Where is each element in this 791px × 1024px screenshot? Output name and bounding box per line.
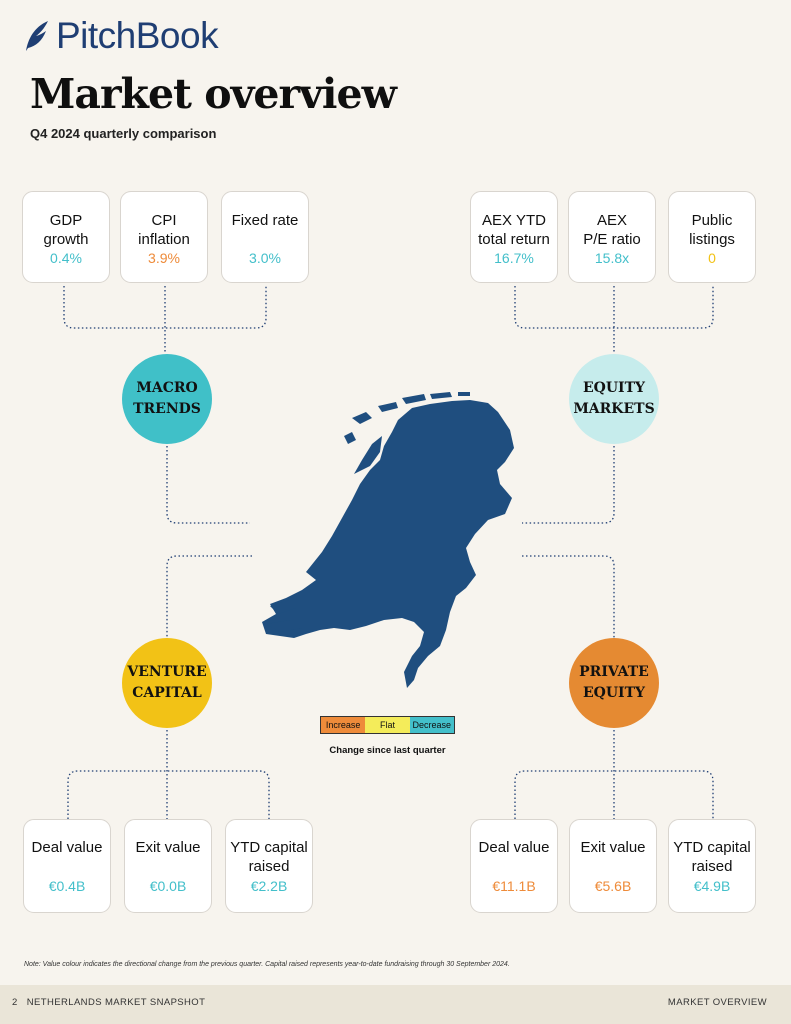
- card-label: Fixed rate: [231, 212, 299, 229]
- vc-card-deal-value: Deal value €0.4B: [23, 819, 111, 913]
- card-label: YTD capital raised: [230, 839, 308, 875]
- page-subtitle: Q4 2024 quarterly comparison: [30, 126, 217, 141]
- card-label: Deal value: [478, 839, 550, 856]
- equity-markets-circle: EQUITY MARKETS: [569, 354, 659, 444]
- card-value: €2.2B: [250, 878, 288, 894]
- netherlands-map: [262, 392, 514, 688]
- equity-card-aex-pe-ratio: AEX P/E ratio 15.8x: [568, 191, 656, 283]
- card-value: 16.7%: [494, 250, 534, 266]
- card-label: AEX YTD total return: [478, 212, 550, 248]
- footer-bar: [0, 985, 791, 1024]
- card-value: €5.6B: [594, 878, 632, 894]
- private-equity-circle: PRIVATE EQUITY: [569, 638, 659, 728]
- card-label: Deal value: [31, 839, 103, 856]
- vc-card-ytd-capital: YTD capital raised €2.2B: [225, 819, 313, 913]
- legend-flat: Flat: [365, 717, 410, 733]
- pe-card-deal-value: Deal value €11.1B: [470, 819, 558, 913]
- legend-decrease: Decrease: [409, 717, 454, 733]
- pe-card-ytd-capital: YTD capital raised €4.9B: [668, 819, 756, 913]
- change-legend: Increase Flat Decrease: [320, 716, 455, 734]
- footer-right-text: MARKET OVERVIEW: [667, 997, 767, 1008]
- footnote: Note: Value colour indicates the directi…: [24, 961, 510, 968]
- connector-lines: [63, 286, 714, 819]
- equity-card-aex-ytd-return: AEX YTD total return 16.7%: [470, 191, 558, 283]
- macro-card-gdp-growth: GDP growth 0.4%: [22, 191, 110, 283]
- macro-trends-circle: MACRO TRENDS: [122, 354, 212, 444]
- card-label: CPI inflation: [138, 212, 190, 248]
- card-value: €11.1B: [492, 878, 536, 894]
- card-label: Exit value: [135, 839, 201, 856]
- card-value: 15.8x: [594, 250, 630, 266]
- vc-card-exit-value: Exit value €0.0B: [124, 819, 212, 913]
- card-label: Public listings: [689, 212, 735, 248]
- card-value: 0: [708, 250, 716, 266]
- card-label: Exit value: [580, 839, 646, 856]
- macro-card-fixed-rate: Fixed rate 3.0%: [221, 191, 309, 283]
- card-label: YTD capital raised: [673, 839, 751, 875]
- venture-capital-circle: VENTURE CAPITAL: [122, 638, 212, 728]
- pitchbook-leaf-icon: [26, 21, 48, 51]
- card-value: €4.9B: [693, 878, 731, 894]
- card-value: €0.4B: [48, 878, 86, 894]
- equity-card-public-listings: Public listings 0: [668, 191, 756, 283]
- card-value: €0.0B: [149, 878, 187, 894]
- footer-left-text: 2 NETHERLANDS MARKET SNAPSHOT: [12, 997, 206, 1008]
- card-label: GDP growth: [43, 212, 89, 248]
- card-value: 3.9%: [148, 250, 180, 266]
- pitchbook-logo: PitchBook: [22, 14, 219, 58]
- card-value: 3.0%: [249, 250, 281, 266]
- legend-increase: Increase: [321, 717, 366, 733]
- brand-name: PitchBook: [56, 15, 219, 56]
- pe-card-exit-value: Exit value €5.6B: [569, 819, 657, 913]
- macro-card-cpi-inflation: CPI inflation 3.9%: [120, 191, 208, 283]
- page-title: Market overview: [30, 70, 397, 118]
- card-label: AEX P/E ratio: [583, 212, 641, 248]
- legend-caption: Change since last quarter: [329, 745, 446, 756]
- card-value: 0.4%: [50, 250, 82, 266]
